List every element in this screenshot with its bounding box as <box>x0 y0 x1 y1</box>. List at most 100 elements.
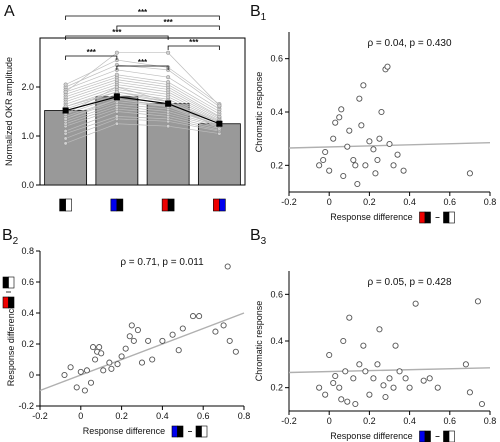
individual-point <box>63 129 68 134</box>
individual-line <box>65 93 220 123</box>
bar <box>197 123 241 186</box>
panel-b2-chart: -0.2 0 0.2 0.4 0.6 0.8 -0.2 0 0.2 0.4 0.6 0.8 ρ = 0.… <box>18 246 251 438</box>
scatter-point <box>478 400 486 408</box>
individual-point <box>114 84 119 90</box>
scatter-point <box>342 368 349 375</box>
y-tick-label: 0.6 <box>270 289 283 299</box>
xlabel-stimulus-icon-right <box>201 425 208 438</box>
scatter-point <box>338 106 345 113</box>
scatter-point <box>358 122 365 129</box>
scatter-point <box>332 119 339 126</box>
scatter-point <box>128 322 135 329</box>
scatter-point <box>350 156 357 164</box>
individual-point <box>114 72 119 77</box>
scatter-point <box>100 367 107 374</box>
scatter-point <box>87 379 95 386</box>
individual-line <box>65 116 220 134</box>
x-tick-label: 0.4 <box>156 411 169 421</box>
scatter-point <box>400 167 407 174</box>
scatter-point <box>126 333 133 340</box>
significance-bracket <box>65 55 118 60</box>
individual-point <box>166 75 171 80</box>
individual-point <box>166 50 171 55</box>
x-tick-label: 0.2 <box>363 197 376 207</box>
significance-bracket <box>116 65 169 70</box>
scatter-point <box>390 384 397 391</box>
scatter-point <box>89 344 97 351</box>
scatter-point <box>366 391 373 398</box>
individual-line <box>65 64 220 107</box>
significance-label: *** <box>87 48 97 57</box>
panel-b1-chart: -0.2 0 0.2 0.4 0.6 0.8 0.2 0.4 0.6 ρ = 0.04, p = … <box>270 32 496 224</box>
scatter-point <box>92 356 99 363</box>
mean-marker <box>113 93 120 100</box>
individual-point <box>217 103 222 108</box>
scatter-point <box>149 356 156 363</box>
xlabel-stimulus-icon-left <box>419 211 426 224</box>
scatter-point <box>370 375 377 382</box>
individual-point <box>114 114 119 119</box>
individual-line <box>65 123 220 144</box>
individual-line <box>65 98 220 125</box>
y-tick-label: 0.2 <box>21 339 34 349</box>
individual-point <box>63 116 68 121</box>
x-tick-label: 0.6 <box>444 416 457 426</box>
individual-line <box>65 108 220 128</box>
y-tick-label: 0.2 <box>270 160 283 170</box>
x-tick-label: -0.2 <box>281 197 297 207</box>
scatter-point <box>466 389 473 396</box>
scatter-point <box>466 170 473 177</box>
scatter-point <box>114 361 121 368</box>
significance-label: *** <box>163 18 173 27</box>
scatter-point <box>322 148 329 156</box>
scatter-point <box>362 368 369 375</box>
scatter-point <box>434 384 441 391</box>
scatter-point <box>130 337 137 344</box>
category-stimulus-icon-left <box>213 198 220 212</box>
scatter-point <box>360 342 367 349</box>
mean-marker <box>165 100 172 107</box>
scatter-point <box>382 393 389 401</box>
x-tick-label: 0.6 <box>197 411 210 421</box>
scatter-point <box>83 367 90 374</box>
x-tick-label: 0.8 <box>238 411 251 421</box>
significance-bracket <box>116 25 220 30</box>
scatter-point <box>108 365 115 372</box>
correlation-annotation: ρ = 0.71, p = 0.011 <box>120 257 204 268</box>
panel-b3-chart: -0.2 0 0.2 0.4 0.6 0.8 0.2 0.4 0.6 ρ = 0.05, p = … <box>270 271 496 442</box>
individual-point <box>114 50 119 55</box>
scatter-point <box>134 326 141 334</box>
category-stimulus-icon-left <box>110 198 118 212</box>
scatter-point <box>96 344 103 351</box>
scatter-point <box>77 368 84 375</box>
category-stimulus-icon-right <box>65 198 72 212</box>
scatter-point <box>336 114 343 121</box>
individual-line <box>65 111 220 132</box>
correlation-annotation: ρ = 0.05, p = 0.428 <box>367 277 452 288</box>
xlabel-stimulus-icon-left <box>443 211 450 224</box>
xlabel-stimulus-icon-right <box>448 211 455 224</box>
scatter-point <box>316 384 323 391</box>
scatter-point <box>394 151 401 158</box>
scatter-point <box>336 384 343 391</box>
scatter-point <box>316 162 323 169</box>
y-axis-label: Normalized OKR amplitude <box>4 57 14 166</box>
significance-bracket <box>65 15 220 20</box>
individual-line <box>65 84 220 120</box>
scatter-point <box>376 135 383 142</box>
scatter-point <box>61 371 68 379</box>
mean-marker <box>216 120 223 127</box>
ylabel-stimulus-icon-right <box>8 276 15 289</box>
individual-line <box>65 76 220 115</box>
scatter-point <box>352 162 359 169</box>
scatter-point <box>67 364 74 371</box>
scatter-point <box>220 322 227 329</box>
xlabel-stimulus-icon-right <box>448 430 455 442</box>
scatter-point <box>474 298 481 305</box>
scatter-point <box>138 359 146 366</box>
scatter-point <box>402 375 409 382</box>
scatter-point <box>326 351 333 359</box>
individual-line <box>65 106 220 127</box>
scatter-point <box>380 382 387 389</box>
